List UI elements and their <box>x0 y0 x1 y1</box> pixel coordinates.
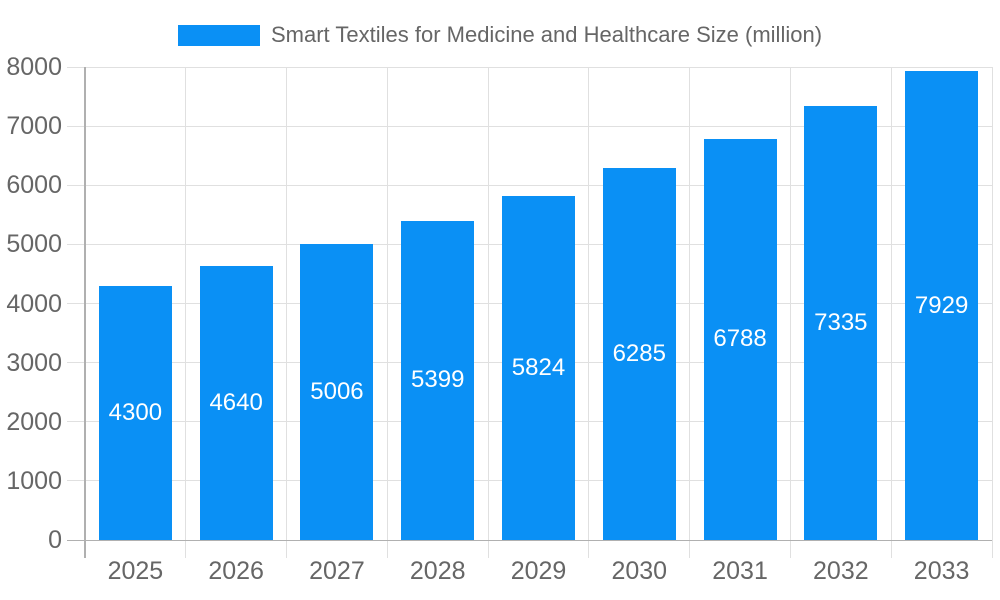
bar[interactable] <box>703 138 777 540</box>
y-axis-label: 7000 <box>6 112 62 141</box>
x-axis-label: 2029 <box>510 557 567 585</box>
x-axis-label: 2032 <box>813 557 869 585</box>
y-gridline <box>67 184 992 186</box>
x-gridline <box>789 67 791 558</box>
y-axis-label: 8000 <box>6 53 62 81</box>
y-gridline <box>67 66 992 68</box>
legend-label: Smart Textiles for Medicine and Healthca… <box>270 22 823 47</box>
x-gridline <box>286 67 288 558</box>
x-gridline <box>991 67 993 558</box>
y-axis-label: 2000 <box>6 407 62 436</box>
bar-value-label: 7929 <box>914 291 969 319</box>
y-axis-label: 6000 <box>6 171 62 200</box>
y-axis-label: 3000 <box>6 348 62 377</box>
bar[interactable] <box>401 220 475 540</box>
bar-value-label: 4300 <box>108 398 163 426</box>
x-axis-label: 2026 <box>208 557 264 585</box>
x-axis-label: 2027 <box>309 557 365 585</box>
x-gridline <box>386 67 388 558</box>
plot-area: 0 1000 2000 3000 4000 5000 6000 7000 8000 4300 202… <box>6 54 993 585</box>
legend[interactable]: Smart Textiles for Medicine and Healthca… <box>0 22 1000 48</box>
x-gridline <box>487 67 489 558</box>
x-axis-label: 2030 <box>611 557 668 585</box>
bar[interactable] <box>98 285 172 540</box>
y-axis-label: 4000 <box>6 289 62 318</box>
y-axis-label: 0 <box>48 526 62 554</box>
bar[interactable] <box>300 244 374 540</box>
legend-swatch-icon <box>177 24 260 46</box>
bar[interactable] <box>905 71 979 540</box>
y-gridline <box>67 125 992 127</box>
bar-value-label: 5399 <box>411 366 465 394</box>
bar[interactable] <box>502 195 575 540</box>
x-gridline <box>185 67 187 558</box>
x-axis-label: 2025 <box>107 557 164 585</box>
x-gridline <box>890 67 892 558</box>
x-axis-label: 2031 <box>712 557 768 585</box>
y-axis-label: 1000 <box>6 466 62 495</box>
x-gridline <box>588 67 590 558</box>
x-axis-line <box>67 539 992 541</box>
bar-value-label: 5824 <box>511 353 566 381</box>
bar-value-label: 5006 <box>310 378 364 405</box>
bar-value-label: 4640 <box>209 388 263 416</box>
x-axis-label: 2033 <box>913 557 970 585</box>
bar[interactable] <box>804 106 878 540</box>
bar[interactable] <box>602 168 676 540</box>
bar-value-label: 7335 <box>814 309 868 337</box>
x-gridline <box>689 67 691 558</box>
bar[interactable] <box>199 265 273 540</box>
bar-value-label: 6788 <box>713 325 767 353</box>
y-axis-line <box>84 67 86 558</box>
x-axis-label: 2028 <box>409 557 466 585</box>
bar-value-label: 6285 <box>612 340 666 368</box>
y-axis-label: 5000 <box>6 230 62 259</box>
